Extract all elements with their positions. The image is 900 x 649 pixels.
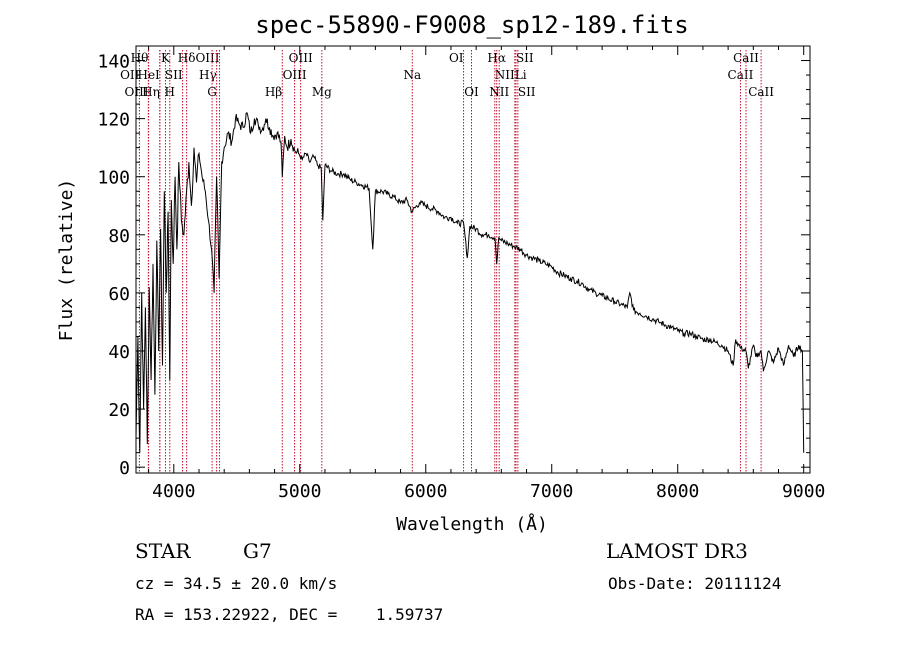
x-tick-label: 9000 <box>782 481 825 502</box>
line-marker-label: NII <box>495 68 515 82</box>
line-marker-label: Li <box>515 68 527 82</box>
line-marker-label: Hθ <box>131 51 149 65</box>
line-marker-label: SII <box>165 68 183 82</box>
line-marker-label: OII <box>120 68 140 82</box>
line-marker-label: Hα <box>487 51 506 65</box>
line-marker-label: Hδ <box>178 51 196 65</box>
line-marker-label: OI <box>464 85 479 99</box>
redshift-text: cz = 34.5 ± 20.0 km/s <box>135 574 337 593</box>
line-marker-label: Hη <box>142 85 160 99</box>
x-tick-label: 6000 <box>404 481 447 502</box>
y-tick-label: 100 <box>97 168 130 189</box>
y-axis-label: Flux (relative) <box>56 179 77 342</box>
x-axis-label: Wavelength (Å) <box>396 513 548 535</box>
line-marker-label: Hγ <box>199 68 217 82</box>
line-marker-label: CaII <box>728 68 754 82</box>
x-tick-label: 8000 <box>656 481 699 502</box>
line-marker-label: OIII <box>289 51 313 65</box>
y-tick-label: 20 <box>108 400 130 421</box>
y-tick-label: 80 <box>108 226 130 247</box>
coordinates: RA = 153.22922, DEC = 1.59737 <box>135 605 443 624</box>
line-marker-label: OIII <box>195 51 219 65</box>
plot-frame <box>135 45 811 474</box>
line-marker-label: Na <box>403 68 421 82</box>
line-marker-label: HeI <box>137 68 160 82</box>
line-marker-label: K <box>161 51 171 65</box>
obs-date: Obs-Date: 20111124 <box>608 574 781 593</box>
line-marker-label: G <box>207 85 217 99</box>
chart-title: spec-55890-F9008_sp12-189.fits <box>255 11 688 39</box>
line-marker-label: OIII <box>125 85 149 99</box>
y-tick-label: 140 <box>97 52 130 73</box>
line-marker-label: CaII <box>733 51 759 65</box>
y-tick-label: 40 <box>108 342 130 363</box>
y-axis-ticks: 0 20 40 60 80 100 120 140 <box>97 52 810 479</box>
line-marker-label: OIII <box>283 68 307 82</box>
y-tick-label: 0 <box>119 458 130 479</box>
line-marker-label: Mg <box>312 85 332 99</box>
x-tick-label: 4000 <box>152 481 195 502</box>
series-line-flux <box>135 112 805 453</box>
x-axis-ticks: 4000 5000 6000 7000 8000 9000 <box>148 46 825 502</box>
object-class: STAR <box>135 539 191 563</box>
line-marker-label: OI <box>449 51 464 65</box>
line-marker-label: Hβ <box>265 85 282 99</box>
survey-name: LAMOST DR3 <box>606 539 748 563</box>
object-subclass: G7 <box>243 539 272 563</box>
line-marker-label: H <box>165 85 175 99</box>
y-tick-label: 120 <box>97 110 130 131</box>
y-tick-label: 60 <box>108 284 130 305</box>
x-tick-label: 7000 <box>530 481 573 502</box>
line-marker-label: SII <box>516 51 534 65</box>
line-marker-label: CaII <box>748 85 774 99</box>
line-marker-label: NII <box>489 85 509 99</box>
flux-series <box>135 112 805 453</box>
x-tick-label: 5000 <box>278 481 321 502</box>
line-marker-label: SII <box>518 85 536 99</box>
